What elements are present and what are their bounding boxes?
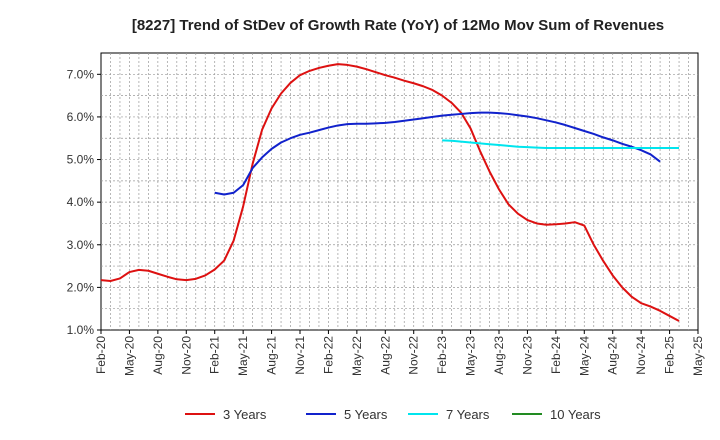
x-tick-label: Aug-24	[606, 336, 620, 375]
legend-label-5-years: 5 Years	[344, 407, 388, 422]
y-tick-label: 5.0%	[67, 153, 95, 167]
y-tick-label: 3.0%	[67, 238, 95, 252]
x-tick-label: Feb-21	[208, 336, 222, 374]
y-tick-label: 2.0%	[67, 280, 95, 294]
x-tick-label: Feb-20	[94, 336, 108, 374]
x-tick-label: Feb-24	[549, 336, 563, 374]
legend: 3 Years 5 Years 7 Years 10 Years	[185, 407, 601, 422]
x-tick-label: Nov-21	[293, 336, 307, 375]
x-tick-label: May-24	[577, 336, 591, 376]
x-tick-label: May-25	[691, 336, 705, 376]
x-tick-label: Aug-20	[151, 336, 165, 375]
legend-label-7-years: 7 Years	[446, 407, 490, 422]
x-tick-label: Aug-23	[492, 336, 506, 375]
x-tick-label: May-21	[236, 336, 250, 376]
y-tick-label: 7.0%	[67, 67, 95, 81]
x-tick-label: May-22	[350, 336, 364, 376]
y-axis: 1.0% 2.0% 3.0% 4.0% 5.0% 6.0% 7.0%	[67, 67, 101, 337]
series-line-5-years	[214, 111, 661, 196]
y-tick-label: 1.0%	[67, 323, 95, 337]
series-lines	[100, 63, 680, 322]
plot-area	[100, 52, 699, 331]
x-tick-label: May-20	[122, 336, 136, 376]
y-tick-label: 6.0%	[67, 110, 95, 124]
x-tick-label: May-23	[464, 336, 478, 376]
series-line-3-years	[100, 63, 680, 322]
x-tick-label: Nov-24	[634, 336, 648, 375]
grid-lines	[101, 53, 698, 330]
x-tick-label: Aug-22	[378, 336, 392, 375]
series-line-7-years	[442, 139, 680, 150]
x-tick-label: Feb-25	[663, 336, 677, 374]
legend-label-10-years: 10 Years	[550, 407, 601, 422]
x-tick-label: Feb-22	[321, 336, 335, 374]
x-tick-label: Nov-23	[520, 336, 534, 375]
x-axis: Feb-20 May-20 Aug-20 Nov-20 Feb-21 May-21 Aug-…	[94, 330, 705, 376]
x-tick-label: Feb-23	[435, 336, 449, 374]
chart-title: [8227] Trend of StDev of Growth Rate (Yo…	[132, 17, 664, 34]
x-tick-label: Nov-22	[407, 336, 421, 375]
y-tick-label: 4.0%	[67, 195, 95, 209]
legend-label-3-years: 3 Years	[223, 407, 267, 422]
x-tick-label: Aug-21	[265, 336, 279, 375]
x-tick-label: Nov-20	[179, 336, 193, 375]
